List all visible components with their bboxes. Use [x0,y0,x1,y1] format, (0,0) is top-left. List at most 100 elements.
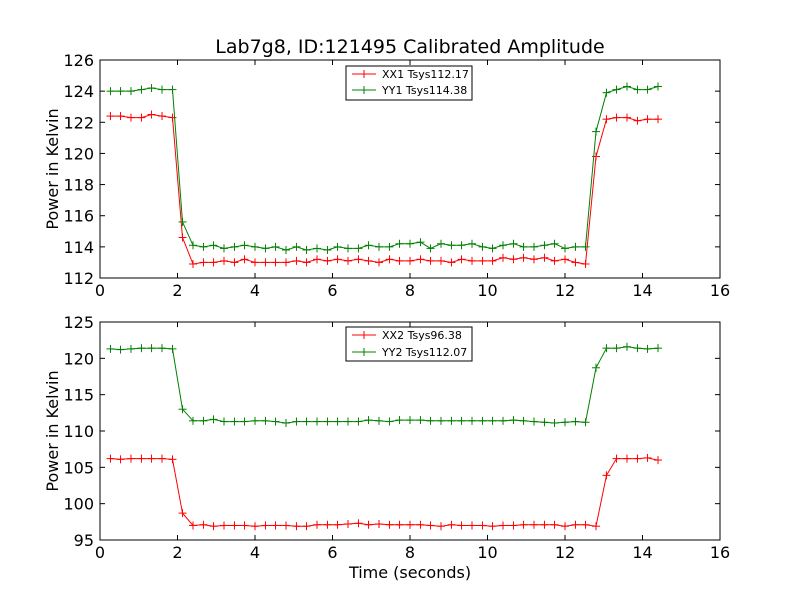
chart-bottom-series-2-point-7 [168,344,177,353]
chart-top-series-2-point-10 [199,242,208,251]
chart-bottom-legend: XX2 Tsys96.38 YY2 Tsys112.07 [345,326,473,362]
chart-top-series-1-point-44 [550,256,559,265]
chart-bottom-legend-label-1: XX2 Tsys96.38 [382,329,462,342]
chart-bottom: 0 2 4 6 8 10 12 14 16 95 100 105 110 115 120 125 Power … [43,313,730,582]
chart-bottom-series-2-point-34 [447,416,456,425]
chart-bottom-series-1-point-12 [220,521,228,530]
chart-top-ytick-label-2: 114 [63,238,94,257]
chart-top-series-2-point-14 [240,241,249,250]
chart-top-series-1-point-28 [385,255,394,264]
chart-bottom-series-2-point-17 [271,417,280,426]
chart-bottom-series-2-point-45 [561,418,569,427]
chart-bottom-series-2-point-43 [540,418,549,427]
chart-bottom-series-2-point-32 [426,416,435,425]
chart-top-series-2-point-39 [499,241,507,250]
chart-top-xtick-label-4: 6 [327,281,337,300]
chart-bottom-series-1-point-51 [623,454,631,463]
chart-bottom-series-2-point-18 [282,419,290,428]
chart-bottom-series-2-point-33 [437,416,445,425]
chart-top-xtick-3: 4 [250,60,260,300]
chart-top-ytick-label-4: 118 [63,176,94,195]
chart-top-xtick-label-6: 10 [477,281,497,300]
chart-top-legend-label-1: XX1 Tsys112.17 [382,68,469,81]
chart-bottom-series-1-point-36 [468,521,476,530]
chart-bottom-series-2-point-31 [416,416,425,425]
chart-bottom-series-2-point-6 [158,344,166,353]
chart-top-series-1-point-54 [654,115,662,124]
chart-bottom-series-2-point-49 [602,344,611,353]
chart-bottom-ytick-7: 125 [63,313,720,332]
chart-bottom-series-1-point-48 [592,522,600,531]
chart-top-series-1-point-2 [116,112,125,121]
chart-bottom-xtick-7: 12 [555,322,575,562]
chart-bottom-series-1-point-50 [612,454,621,463]
chart-top-legend-entry-2: YY1 Tsys114.38 [352,84,467,97]
chart-bottom-xtick-9: 16 [710,322,730,562]
chart-bottom-series-2-point-3 [127,344,135,353]
chart-top-series-1-point-31 [416,255,425,264]
chart-bottom-ytick-label-1: 95 [74,531,94,550]
chart-bottom-series-1-point-38 [488,522,497,531]
chart-top-series-1-point-38 [488,256,497,265]
chart-top-series-2-point-32 [426,244,435,253]
chart-bottom-xtick-label-1: 0 [95,543,105,562]
chart-top-ytick-label-5: 120 [63,144,94,163]
chart-bottom-xtick-3: 4 [250,322,260,562]
chart-top: Lab7g8, ID:121495 Calibrated Amplitude 0… [43,36,730,300]
chart-top-series-1-point-35 [457,255,466,264]
chart-top-series-1-point-7 [168,113,177,122]
chart-top-ytick-3: 116 [63,207,720,226]
chart-top-series-1-point-8 [178,233,187,242]
chart-top-ytick-4: 118 [63,176,720,195]
chart-top-series-1-point-52 [633,116,642,125]
chart-top-series-1-point-33 [437,256,445,265]
chart-top-series-2-point-35 [457,241,466,250]
chart-top-title: Lab7g8, ID:121495 Calibrated Amplitude [215,36,604,58]
chart-top-series-2-point-30 [406,239,414,248]
chart-bottom-series-2-point-12 [220,417,228,426]
chart-top-series-2-point-26 [364,241,373,250]
chart-bottom-series-2-point-37 [478,416,487,425]
chart-bottom-series-1-point-27 [375,520,383,529]
chart-top-series-2-point-29 [395,239,404,248]
chart-top-series-2-point-19 [292,242,301,251]
chart-top-series-1-point-10 [199,258,208,267]
chart-bottom-series-2-point-15 [251,416,259,425]
chart-top-series-1-point-21 [313,255,321,264]
chart-top-series-1-point-36 [468,256,476,265]
chart-bottom-xtick-4: 6 [327,322,338,562]
chart-bottom-series-1-point-34 [447,520,456,529]
chart-top-ytick-5: 120 [63,144,720,163]
chart-bottom-xlabel: Time (seconds) [348,563,471,582]
chart-top-series-1-point-43 [540,253,549,262]
chart-bottom-series-1-point-52 [633,454,642,463]
chart-top-series-1-point-51 [623,113,631,122]
chart-top-series-2-point-36 [468,239,476,248]
chart-top-xtick-label-8: 14 [632,281,652,300]
chart-top-series-2-point-49 [602,88,611,97]
chart-top-series-2-point-44 [550,239,559,248]
chart-top-series-2-point-8 [178,217,187,226]
chart-bottom-series-1-point-20 [302,522,311,531]
chart-bottom-series-2-point-52 [633,344,642,353]
chart-bottom-series-2-point-44 [550,419,559,428]
chart-top-series-2-point-48 [592,127,600,136]
chart-bottom-xtick-label-3: 4 [250,543,260,562]
chart-bottom-series-1-point-5 [147,454,156,463]
chart-bottom-ytick-1: 95 [74,531,720,550]
chart-top-series-2-point-38 [488,244,497,253]
chart-bottom-xtick-label-2: 2 [172,543,182,562]
chart-bottom-ytick-label-2: 100 [63,495,94,514]
chart-top-series-1-point-27 [375,258,383,267]
chart-top-series-2-point-46 [571,242,580,251]
chart-top-xtick-2: 2 [172,60,183,300]
chart-top-legend-label-2: YY1 Tsys114.38 [381,84,467,97]
chart-bottom-series-1-point-8 [178,509,187,518]
chart-top-xtick-5: 8 [405,60,415,300]
chart-top-series-1-point-18 [282,258,290,267]
chart-top-series-1-point-13 [230,258,239,267]
chart-bottom-ytick-4: 110 [63,422,720,441]
chart-top-series-2-point-33 [437,239,445,248]
chart-bottom-series-2-point-8 [178,405,187,414]
chart-bottom-series-2-point-24 [344,417,352,426]
